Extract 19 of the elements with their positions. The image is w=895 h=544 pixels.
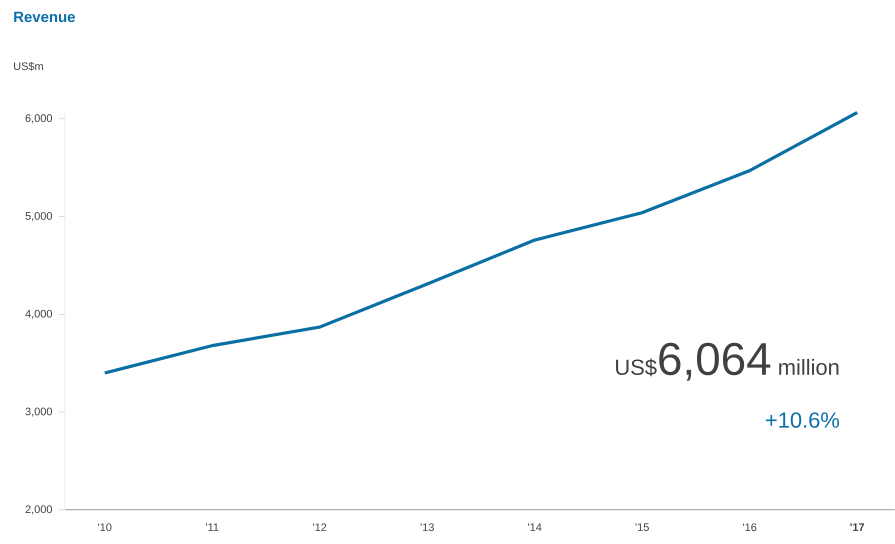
y-tick-label: 3,000 [25,408,52,417]
y-tick-label: 5,000 [25,212,52,222]
annotation: US$ [616,358,657,376]
chart-title: Revenue [14,12,75,22]
y-tick-label: 2,000 [26,505,52,514]
annotation: million [779,358,838,376]
x-tick-label: '12 [313,523,326,532]
x-tick-label: '10 [98,523,112,532]
x-tick-label: '15 [636,523,649,532]
annotation: 6,064 [659,342,770,381]
annotation: +10.6% [766,412,840,428]
y-axis-title: US$m [14,62,43,71]
y-tick-label: 4,000 [25,310,52,319]
x-tick-label: '11 [206,523,218,531]
x-tick-label: '14 [528,523,542,531]
x-tick-label: '17 [850,523,864,531]
x-tick-label: '13 [420,523,434,532]
y-tick-label: 6,000 [26,114,52,124]
x-tick-label: '16 [743,523,756,532]
